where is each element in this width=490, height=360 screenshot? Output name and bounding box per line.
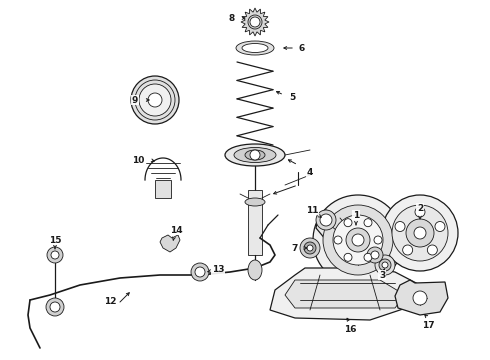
- Circle shape: [352, 234, 364, 246]
- Circle shape: [47, 247, 63, 263]
- Circle shape: [371, 251, 379, 259]
- Circle shape: [46, 298, 64, 316]
- Polygon shape: [316, 210, 375, 262]
- Circle shape: [148, 93, 162, 107]
- Polygon shape: [395, 280, 448, 315]
- Circle shape: [195, 267, 205, 277]
- Circle shape: [344, 253, 352, 261]
- Text: 5: 5: [289, 93, 295, 102]
- Ellipse shape: [242, 44, 268, 53]
- Polygon shape: [285, 280, 405, 308]
- Polygon shape: [241, 8, 269, 36]
- Ellipse shape: [248, 260, 262, 280]
- Text: 3: 3: [379, 270, 385, 279]
- Ellipse shape: [245, 198, 265, 206]
- Polygon shape: [270, 268, 420, 320]
- Text: 13: 13: [212, 266, 224, 274]
- Text: 11: 11: [306, 206, 318, 215]
- Circle shape: [364, 219, 372, 227]
- Text: 10: 10: [132, 156, 144, 165]
- Circle shape: [427, 245, 438, 255]
- Text: 14: 14: [170, 225, 182, 234]
- Text: 4: 4: [307, 167, 313, 176]
- Text: 2: 2: [417, 203, 423, 212]
- Circle shape: [435, 221, 445, 231]
- Polygon shape: [155, 180, 171, 198]
- Circle shape: [50, 302, 60, 312]
- Circle shape: [191, 263, 209, 281]
- Text: 7: 7: [292, 243, 298, 252]
- Circle shape: [323, 205, 393, 275]
- Circle shape: [379, 259, 391, 271]
- Circle shape: [334, 236, 342, 244]
- Polygon shape: [160, 235, 180, 252]
- Circle shape: [346, 228, 370, 252]
- Text: 1: 1: [353, 211, 359, 220]
- Text: 9: 9: [132, 95, 138, 104]
- Circle shape: [344, 219, 352, 227]
- Circle shape: [382, 195, 458, 271]
- Circle shape: [300, 238, 320, 258]
- Text: 16: 16: [344, 325, 356, 334]
- Circle shape: [131, 76, 179, 124]
- Circle shape: [333, 215, 383, 265]
- Text: 15: 15: [49, 235, 61, 244]
- Text: 17: 17: [422, 320, 434, 329]
- Text: 6: 6: [299, 44, 305, 53]
- Circle shape: [250, 17, 260, 27]
- Circle shape: [304, 242, 316, 254]
- Circle shape: [414, 227, 426, 239]
- Ellipse shape: [245, 150, 265, 160]
- Circle shape: [367, 247, 383, 263]
- Circle shape: [313, 195, 403, 285]
- Ellipse shape: [234, 148, 276, 162]
- Circle shape: [403, 245, 413, 255]
- Circle shape: [406, 219, 434, 247]
- Text: 12: 12: [104, 297, 116, 306]
- Circle shape: [139, 84, 171, 116]
- Circle shape: [316, 210, 336, 230]
- Polygon shape: [248, 190, 262, 255]
- Circle shape: [395, 221, 405, 231]
- Circle shape: [392, 205, 448, 261]
- Text: 8: 8: [229, 14, 235, 23]
- Ellipse shape: [225, 144, 285, 166]
- Circle shape: [375, 255, 395, 275]
- Circle shape: [307, 245, 313, 251]
- Circle shape: [374, 236, 382, 244]
- Circle shape: [51, 251, 59, 259]
- Circle shape: [320, 214, 332, 226]
- Circle shape: [382, 262, 388, 268]
- Ellipse shape: [236, 41, 274, 55]
- Circle shape: [250, 150, 260, 160]
- Circle shape: [415, 207, 425, 217]
- Circle shape: [413, 291, 427, 305]
- Circle shape: [364, 253, 372, 261]
